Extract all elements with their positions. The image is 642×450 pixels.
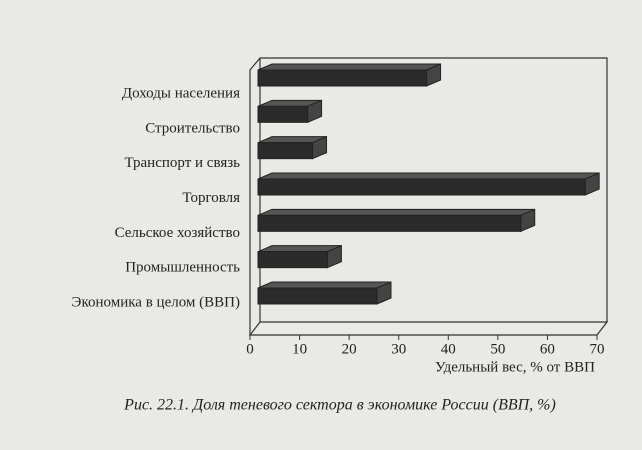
bar-top [257,172,600,180]
x-tick-label: 0 [246,341,254,357]
y-tick-label: Транспорт и связь [124,155,240,171]
y-tick-label: Доходы населения [122,85,240,101]
bar [257,63,442,87]
x-tick-label: 60 [540,341,555,357]
bar-top [257,208,535,216]
caption: Рис. 22.1. Доля теневого сектора в эконо… [123,397,556,414]
bar-front [257,105,309,123]
bar-top [257,281,392,289]
bar-top [257,63,441,71]
bar [257,99,323,124]
x-tick-label: 10 [292,341,307,357]
y-tick-label: Промышленность [125,260,240,276]
x-tick-label: 70 [590,341,605,357]
x-tick-label: 50 [490,341,505,357]
floor [248,321,609,336]
bar-front [257,287,378,305]
x-tick-label: 30 [391,341,406,357]
bar-front [257,178,586,196]
y-tick-label: Строительство [145,120,240,136]
bar [257,208,536,233]
bar [257,281,392,305]
x-tick-label: 20 [342,341,357,357]
bar [257,135,328,160]
bar-front [257,69,428,87]
bar-front [257,142,314,160]
y-tick-label: Сельское хозяйство [115,225,240,241]
bar-front [257,251,328,269]
x-tick-label: 40 [441,341,456,357]
bar-front [257,214,522,232]
x-axis-title: Удельный вес, % от ВВП [435,359,595,375]
y-tick-label: Экономика в целом (ВВП) [72,294,240,310]
y-tick-label: Торговля [182,190,240,206]
bar [257,244,342,269]
bar [257,172,600,196]
